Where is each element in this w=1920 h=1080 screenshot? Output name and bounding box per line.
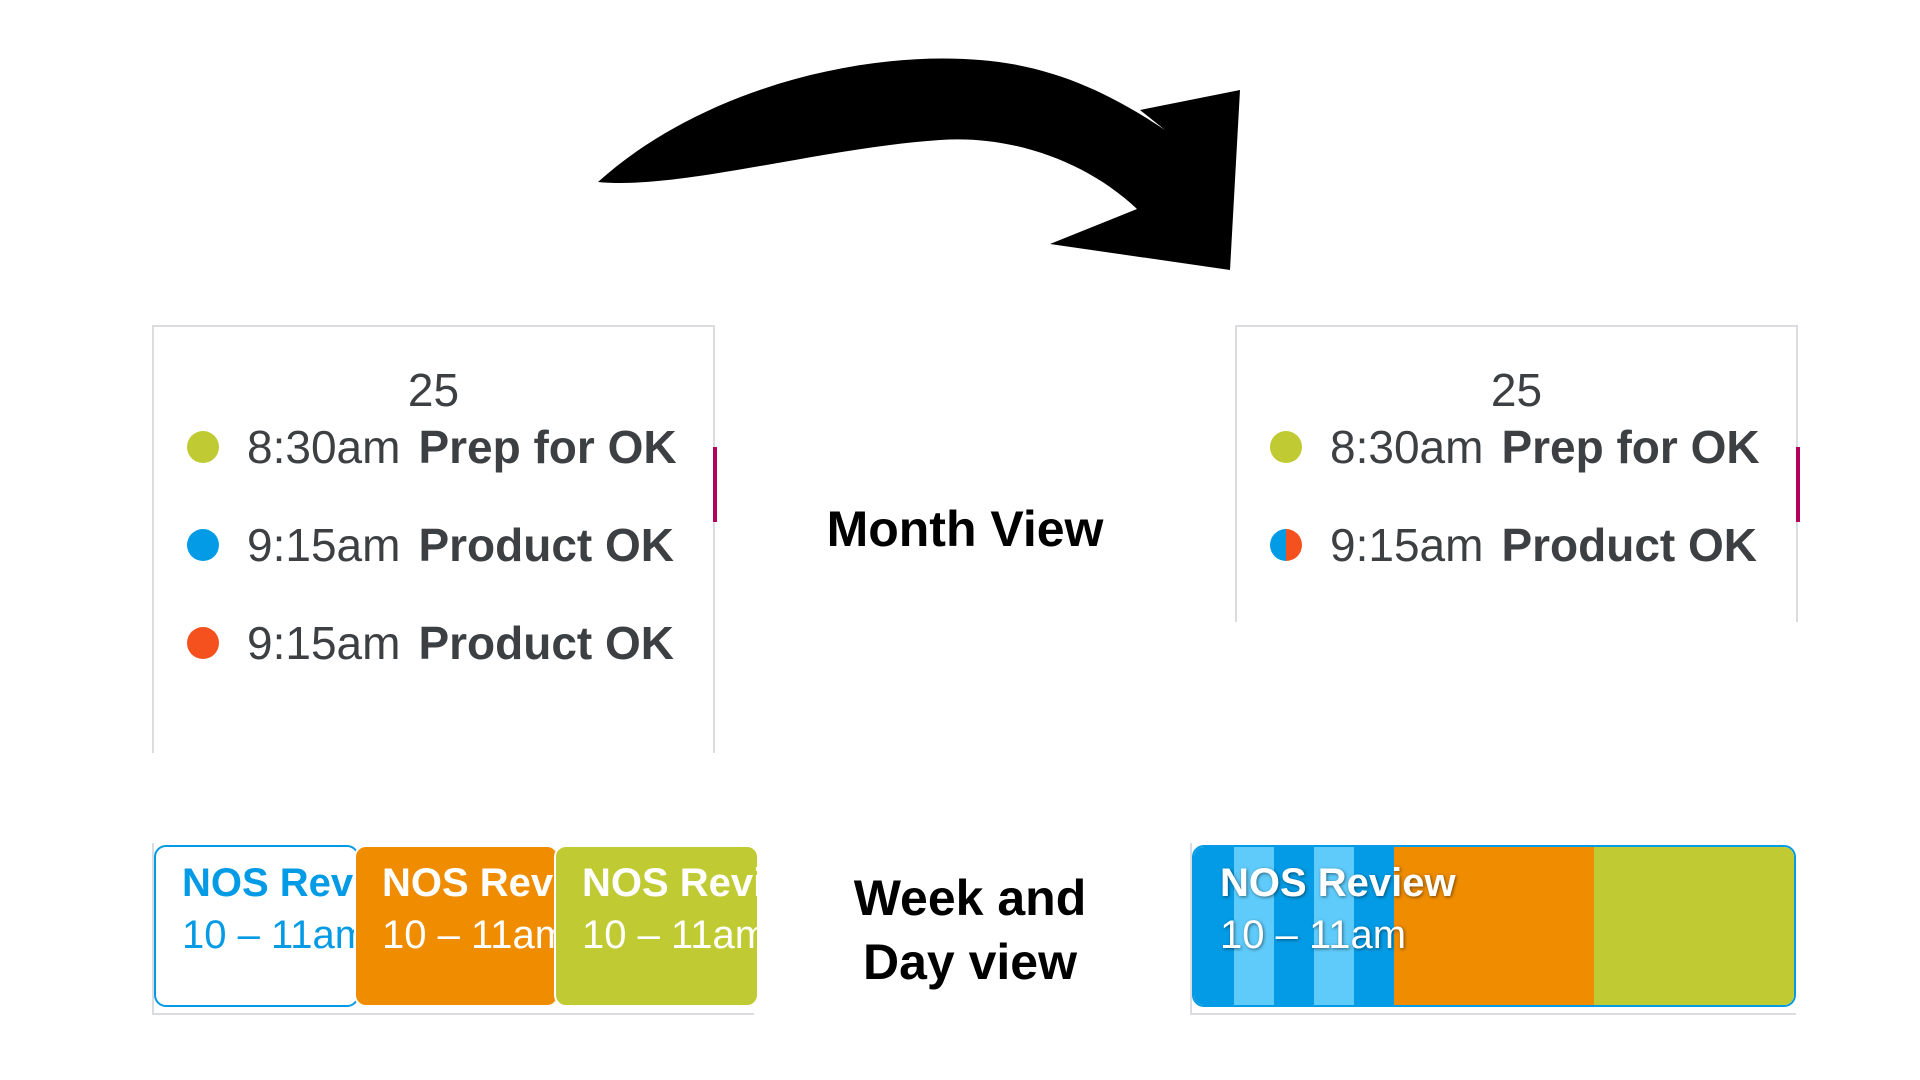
event-time: 9:15am [1330,519,1484,571]
event-time: 9:15am [247,519,401,571]
event-color-dot-icon [187,431,219,463]
event-chip[interactable]: 9:15am Product OK [187,613,674,673]
event-title: NOS Review [382,861,557,905]
event-chip-blue[interactable]: NOS Review 10 – 11am [154,845,359,1007]
event-color-dot-icon [187,529,219,561]
event-chip[interactable]: 9:15am Product OK [187,515,674,575]
label-line: Week and [853,870,1087,926]
event-title: Product OK [1501,519,1757,571]
month-cell-before: 25 8:30am Prep for OK 9:15am Product OK … [152,325,717,753]
month-view-label: Month View [826,501,1104,557]
color-segment-blue [1194,847,1394,1005]
event-title: Product OK [418,617,674,669]
event-title: NOS Review [1220,861,1456,905]
event-title: Prep for OK [418,421,677,473]
event-time: 10 – 11am [182,913,359,957]
split-color-dot-icon [1270,529,1302,561]
color-segment-green [1594,847,1794,1005]
event-chip[interactable]: 8:30am Prep for OK [1270,417,1760,477]
event-time: 10 – 11am [582,913,759,957]
month-cell-after: 25 8:30am Prep for OK 9:15am Product OK [1235,325,1800,622]
event-chip[interactable]: 8:30am Prep for OK [187,417,677,477]
curved-arrow-right-icon [598,58,1240,271]
event-title: NOS Review [182,861,357,905]
event-time: 10 – 11am [1220,913,1407,957]
day-number: 25 [1490,364,1543,416]
week-day-view-label: Week and Day view [810,866,1130,994]
event-title: NOS Review [582,861,757,905]
event-color-dot-icon [187,627,219,659]
merged-event-text: NOS Review 10 – 11am [1220,857,1456,961]
event-time: 9:15am [247,617,401,669]
event-chip-green[interactable]: NOS Review 10 – 11am [554,845,759,1007]
adjacent-event-edge [1796,447,1800,522]
week-day-grid-after: NOS Review 10 – 11am [1190,843,1796,1015]
label-line: Day view [862,934,1077,990]
event-chip-orange[interactable]: NOS Review 10 – 11am [354,845,559,1007]
day-number: 25 [407,364,460,416]
adjacent-event-edge [713,447,717,522]
event-chip[interactable]: 9:15am Product OK [1270,515,1757,575]
event-title: Prep for OK [1501,421,1760,473]
event-time: 8:30am [247,421,401,473]
event-color-dot-icon [1270,431,1302,463]
event-time: 10 – 11am [382,913,559,957]
merged-event-chip[interactable]: NOS Review 10 – 11am [1192,845,1796,1007]
color-segment-orange [1394,847,1594,1005]
week-day-grid-before: NOS Review 10 – 11am NOS Review 10 – 11a… [152,843,759,1015]
event-time: 8:30am [1330,421,1484,473]
event-title: Product OK [418,519,674,571]
